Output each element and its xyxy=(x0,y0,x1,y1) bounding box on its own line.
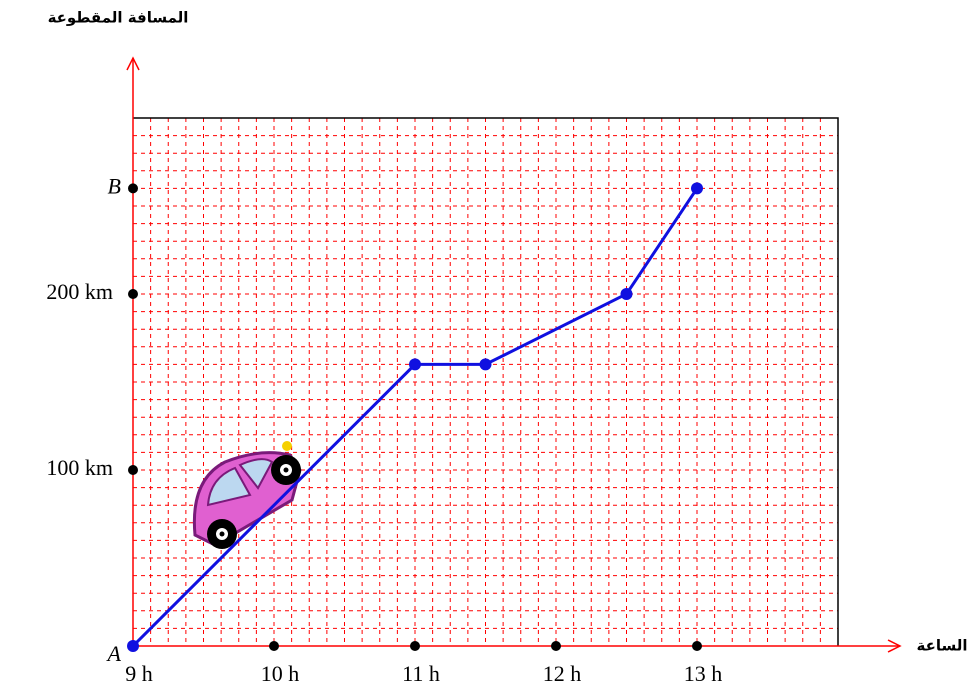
x-tick-label: 10 h xyxy=(261,661,300,686)
y-tick-label: 100 km xyxy=(46,455,113,480)
y-tick-label: 200 km xyxy=(46,279,113,304)
x-tick-mark xyxy=(692,641,702,651)
data-point xyxy=(409,358,421,371)
x-tick-label: 11 h xyxy=(402,661,440,686)
y-tick-mark xyxy=(128,465,138,475)
data-point xyxy=(691,182,703,195)
car-illustration xyxy=(192,441,302,549)
x-tick-label: 9 h xyxy=(125,661,153,686)
x-tick-label: 12 h xyxy=(543,661,582,686)
x-axis-arrow xyxy=(887,639,902,653)
frame xyxy=(133,117,839,646)
x-tick-mark xyxy=(269,641,279,651)
y-axis-title: المسافة المقطوعة xyxy=(48,9,189,27)
y-tick-mark xyxy=(128,183,138,194)
data-point xyxy=(620,288,633,300)
x-tick-label: 13 h xyxy=(684,661,723,686)
x-axis-title: الساعة xyxy=(916,637,967,655)
y-axis-arrow xyxy=(126,56,140,71)
data-point xyxy=(479,358,492,371)
x-tick-mark xyxy=(551,641,561,651)
data-point xyxy=(127,640,139,652)
y-tick-label: B xyxy=(108,173,121,198)
y-tick-mark xyxy=(128,289,138,299)
y-tick-label: A xyxy=(106,641,122,666)
x-tick-mark xyxy=(410,641,420,651)
